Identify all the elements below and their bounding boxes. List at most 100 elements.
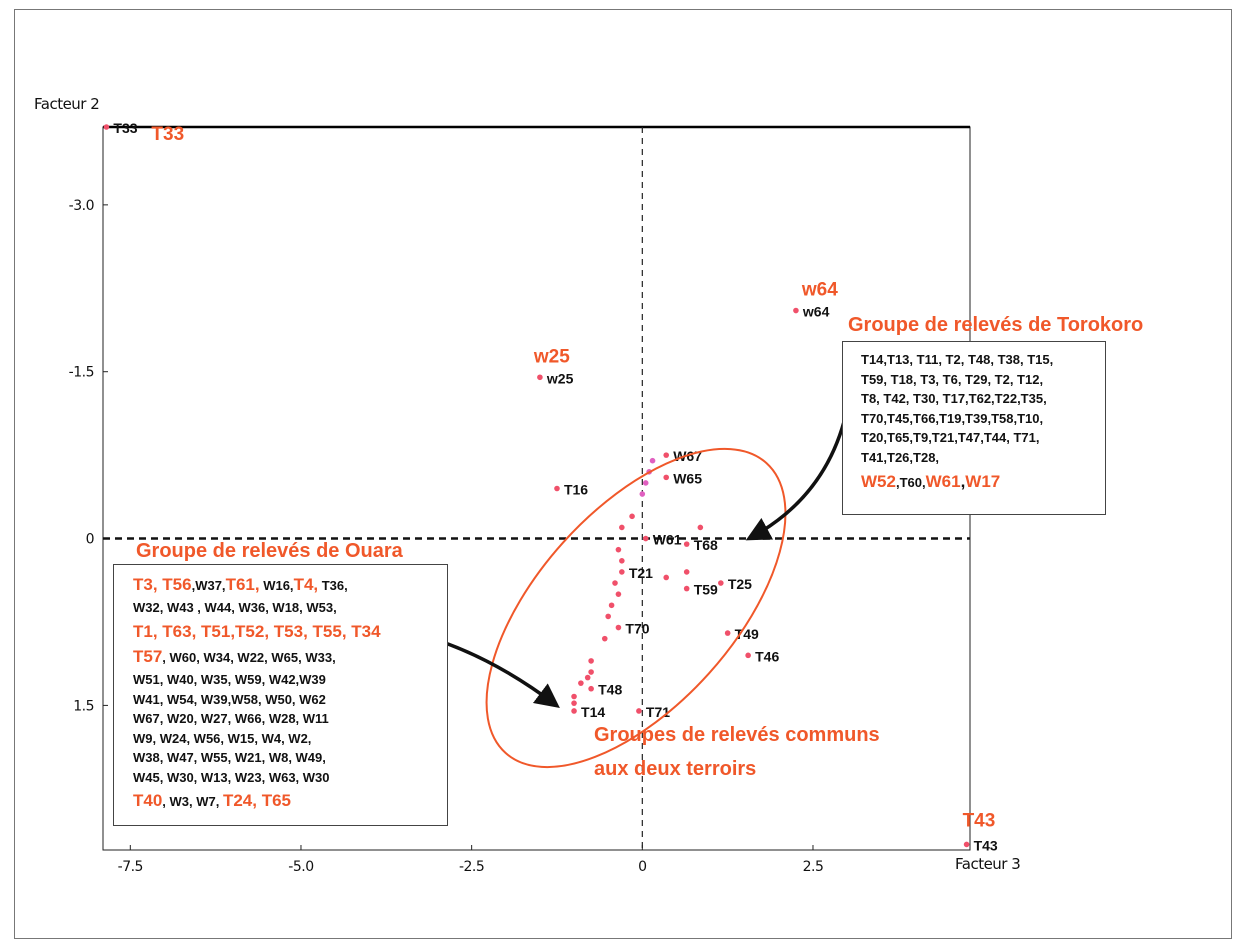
- point-label: T16: [564, 482, 588, 498]
- torokoro-t60: ,T60,: [895, 475, 926, 490]
- torokoro-w17: W17: [965, 472, 1001, 491]
- point-label: T46: [755, 648, 779, 664]
- point-label: w64: [802, 304, 830, 320]
- point-label: T25: [728, 576, 752, 592]
- ouara-line-2: W32, W43 , W44, W36, W18, W53,: [133, 600, 337, 615]
- y-axis-title: Facteur 2: [34, 95, 100, 113]
- data-point: [697, 524, 704, 531]
- torokoro-line: T20,T65,T9,T21,T47,T44, T71,: [861, 430, 1040, 445]
- data-point: [619, 558, 625, 564]
- point-label-highlight: w64: [801, 280, 838, 301]
- torokoro-line: T59, T18, T3, T6, T29, T2, T12,: [861, 371, 1044, 387]
- data-point: [663, 474, 670, 481]
- torokoro-arrow: [745, 404, 850, 541]
- point-label: T48: [598, 682, 622, 698]
- data-point: [571, 700, 577, 706]
- torokoro-box: T14,T13, T11, T2, T48, T38, T15, T59, T1…: [842, 341, 1106, 515]
- data-point: [571, 693, 577, 700]
- ouara-line: W45, W30, W13, W23, W63, W30: [133, 769, 330, 785]
- ouara-t61: T61,: [225, 575, 260, 594]
- ouara-t36: T36,: [318, 578, 348, 593]
- ouara-line: W9, W24, W56, W15, W4, W2,: [133, 730, 312, 746]
- ouara-w16: W16,: [259, 578, 294, 593]
- data-point: [636, 708, 642, 714]
- data-point: [683, 541, 690, 547]
- ouara-line-1: T3, T56,W37,T61, W16,T4, T36,: [133, 574, 447, 597]
- common-group-ellipse: [485, 447, 787, 769]
- x-tick-label: -5.0: [288, 859, 313, 875]
- x-tick-label: -2.5: [459, 859, 484, 875]
- x-axis-title: Facteur 3: [955, 855, 1021, 873]
- ouara-t3-t56: T3, T56: [133, 575, 192, 594]
- torokoro-line: T70,T45,T66,T19,T39,T58,T10,: [861, 410, 1044, 426]
- data-point: [103, 124, 110, 130]
- data-point: [608, 602, 615, 609]
- point-label: w25: [546, 370, 574, 386]
- ouara-line: W41, W54, W39,W58, W50, W62: [133, 691, 326, 707]
- y-tick-label: 0: [86, 532, 94, 548]
- data-point: [612, 580, 618, 586]
- torokoro-comma: ,: [960, 472, 966, 491]
- data-point: [683, 585, 690, 592]
- data-point: [724, 630, 731, 636]
- point-label: T71: [646, 704, 670, 720]
- data-point: [537, 374, 543, 381]
- data-point: [663, 452, 670, 458]
- data-point: [601, 635, 608, 642]
- ouara-w60-list: , W60, W34, W22, W65, W33,: [162, 650, 336, 665]
- x-tick-label: 2.5: [803, 859, 824, 875]
- torokoro-line: T8, T42, T30, T17,T62,T22,T35,: [861, 391, 1047, 406]
- point-label-highlight: w25: [533, 346, 570, 367]
- data-point: [718, 580, 724, 586]
- ouara-t24-t65: T24, T65: [222, 791, 292, 810]
- data-point: [642, 535, 649, 542]
- data-point: [963, 841, 970, 848]
- torokoro-title: Groupe de relevés de Torokoro: [848, 314, 1144, 336]
- data-point: [554, 485, 560, 492]
- data-point: [619, 569, 625, 575]
- ouara-box: T3, T56,W37,T61, W16,T4, T36, W32, W43 ,…: [113, 564, 448, 826]
- data-point: [605, 613, 611, 620]
- x-tick-label: 0: [638, 859, 646, 875]
- point-label: T21: [629, 565, 653, 581]
- ouara-line: W51, W40, W35, W59, W42,W39: [133, 672, 326, 687]
- data-point: [588, 669, 594, 675]
- data-point: [615, 624, 622, 631]
- data-point: [629, 513, 635, 520]
- torokoro-line: T14,T13, T11, T2, T48, T38, T15,: [861, 352, 1054, 367]
- data-point: [615, 591, 622, 597]
- y-tick-label: -1.5: [69, 365, 94, 381]
- point-label: T14: [581, 704, 605, 720]
- data-point: [745, 652, 751, 659]
- y-tick-label: -3.0: [69, 198, 94, 214]
- ouara-w37: ,W37,: [191, 578, 226, 593]
- ouara-line-4: T57, W60, W34, W22, W65, W33,: [133, 644, 447, 670]
- common-title-line-2: aux deux terroirs: [594, 758, 757, 780]
- data-point: [683, 569, 690, 575]
- torokoro-w-line: W52,T60,W61,W17: [861, 467, 1105, 498]
- ouara-w3-w7: , W3, W7,: [162, 794, 223, 809]
- ouara-t57: T57: [133, 647, 163, 666]
- data-point: [649, 457, 656, 464]
- data-point: [578, 680, 584, 686]
- data-point: [584, 674, 591, 681]
- ouara-line-3: T1, T63, T51,T52, T53, T55, T34: [133, 622, 381, 641]
- data-point: [663, 574, 670, 581]
- ouara-last-line: T40, W3, W7, T24, T65: [133, 787, 447, 815]
- ouara-t40: T40: [133, 791, 163, 810]
- common-title-line-1: Groupes de relevés communs: [594, 724, 880, 746]
- point-label-highlight: T43: [963, 810, 996, 831]
- point-label: W65: [673, 470, 702, 486]
- point-label: T68: [694, 537, 718, 553]
- point-label: W61: [653, 532, 682, 548]
- x-tick-label: -7.5: [118, 859, 143, 875]
- data-point: [619, 524, 625, 531]
- point-label: T49: [735, 626, 759, 642]
- figure-frame: [14, 9, 1232, 939]
- data-point: [588, 685, 594, 692]
- data-point: [615, 546, 622, 553]
- ouara-t4: T4,: [293, 575, 319, 594]
- point-label: T59: [694, 582, 718, 598]
- point-label: T33: [113, 120, 137, 136]
